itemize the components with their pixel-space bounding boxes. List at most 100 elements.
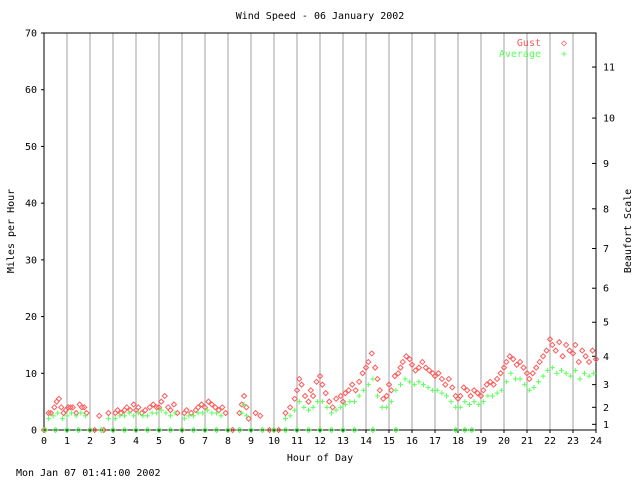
x-axis-ticks: 0 1 2 3 4 5 6 7 8 9 10 11 12 13 14 15 16 17 18 19 20 21 22 23 24 bbox=[41, 430, 602, 447]
gust-point bbox=[546, 336, 554, 343]
average-point bbox=[214, 410, 219, 416]
average-point bbox=[398, 382, 403, 388]
gust-point bbox=[394, 370, 402, 377]
gust-point bbox=[445, 375, 453, 383]
gust-point bbox=[383, 392, 390, 400]
gust-point bbox=[212, 404, 219, 411]
beaufort-tick-label: 3 bbox=[603, 380, 609, 391]
x-tick-label: 23 bbox=[567, 436, 579, 447]
gust-point bbox=[69, 404, 76, 411]
average-point bbox=[154, 410, 160, 416]
gust-point bbox=[365, 358, 372, 366]
calm-point bbox=[236, 426, 243, 434]
grid-lines bbox=[66, 33, 574, 430]
average-point bbox=[324, 404, 330, 410]
gust-point bbox=[520, 364, 527, 371]
x-tick-label: 4 bbox=[133, 436, 139, 447]
gust-point bbox=[559, 353, 566, 360]
gust-point bbox=[105, 409, 112, 417]
gust-point bbox=[391, 372, 398, 380]
average-point bbox=[407, 379, 413, 385]
gust-point bbox=[359, 370, 366, 377]
x-tick-label: 10 bbox=[268, 436, 280, 447]
gust-point bbox=[55, 395, 63, 403]
average-point bbox=[522, 382, 528, 388]
gust-point bbox=[513, 361, 520, 368]
x-tick-label: 14 bbox=[360, 436, 372, 447]
average-point bbox=[563, 370, 569, 376]
x-tick-label: 20 bbox=[498, 436, 510, 447]
gust-point bbox=[523, 370, 531, 377]
average-point bbox=[50, 413, 56, 419]
gust-point bbox=[83, 409, 90, 417]
average-point bbox=[287, 413, 293, 419]
legend-average-label: Average bbox=[499, 49, 541, 60]
gust-point bbox=[238, 401, 246, 408]
gust-point bbox=[183, 406, 190, 414]
legend-gust-label: Gust bbox=[517, 38, 541, 49]
average-point bbox=[292, 407, 298, 413]
data-points bbox=[40, 336, 600, 434]
average-point bbox=[200, 410, 206, 416]
gust-point bbox=[167, 406, 174, 414]
gust-point bbox=[282, 409, 289, 417]
gust-point bbox=[562, 341, 570, 349]
average-point bbox=[508, 370, 514, 376]
average-point bbox=[296, 399, 302, 405]
gust-point bbox=[51, 404, 58, 411]
gust-point bbox=[252, 409, 259, 417]
gust-point bbox=[67, 404, 74, 411]
average-point bbox=[191, 413, 196, 419]
gust-point bbox=[493, 375, 501, 383]
average-point bbox=[204, 407, 210, 413]
average-point bbox=[306, 407, 311, 413]
calm-point bbox=[224, 426, 232, 434]
average-point bbox=[158, 407, 164, 413]
average-point bbox=[209, 410, 215, 416]
average-point bbox=[172, 410, 178, 416]
gust-point bbox=[322, 389, 329, 397]
gust-point bbox=[355, 378, 363, 385]
beaufort-tick-label: 10 bbox=[603, 114, 615, 125]
gust-point bbox=[219, 404, 226, 411]
gust-point bbox=[403, 353, 410, 360]
average-point bbox=[591, 370, 597, 376]
x-tick-label: 22 bbox=[544, 436, 556, 447]
calm-point bbox=[121, 426, 128, 434]
gust-point bbox=[76, 401, 83, 408]
x-tick-label: 6 bbox=[179, 436, 185, 447]
gust-point bbox=[406, 355, 413, 363]
x-axis-label: Hour of Day bbox=[287, 453, 353, 464]
average-point bbox=[384, 404, 390, 410]
gust-point bbox=[435, 370, 442, 377]
x-tick-label: 17 bbox=[429, 436, 441, 447]
beaufort-tick-label: 8 bbox=[603, 204, 609, 215]
gust-point bbox=[345, 387, 352, 394]
gust-point bbox=[309, 392, 317, 400]
average-point bbox=[342, 401, 348, 407]
gust-point bbox=[555, 338, 563, 346]
gust-point bbox=[431, 372, 439, 380]
average-point bbox=[503, 379, 509, 385]
gust-point bbox=[229, 426, 236, 434]
average-point bbox=[338, 404, 344, 410]
average-point bbox=[163, 410, 169, 416]
gust-point bbox=[130, 401, 137, 408]
average-point bbox=[494, 390, 500, 396]
calm-point bbox=[305, 426, 312, 434]
x-tick-label: 12 bbox=[314, 436, 326, 447]
gust-point bbox=[291, 395, 298, 403]
gust-point bbox=[380, 395, 387, 403]
gust-point bbox=[442, 381, 449, 388]
average-point bbox=[347, 399, 353, 405]
gust-point bbox=[181, 409, 188, 417]
gust-point bbox=[578, 347, 586, 354]
x-tick-label: 18 bbox=[452, 436, 464, 447]
average-point bbox=[517, 376, 523, 382]
gust-point bbox=[438, 375, 446, 383]
average-point bbox=[430, 387, 436, 393]
gust-point bbox=[348, 381, 356, 388]
average-point bbox=[365, 382, 371, 388]
x-tick-label: 24 bbox=[590, 436, 602, 447]
